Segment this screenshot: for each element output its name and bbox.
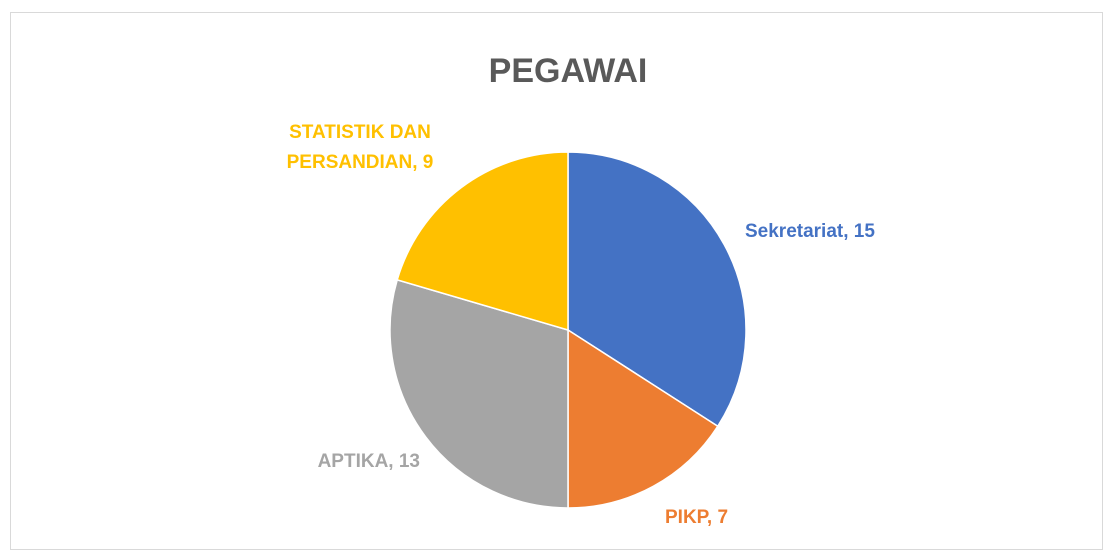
pie-slice — [567, 151, 747, 428]
label-line: PERSANDIAN, 9 — [287, 152, 434, 173]
data-label: PIKP, 7 — [665, 507, 728, 528]
pie-slice — [389, 278, 569, 509]
data-label: Sekretariat, 15 — [745, 221, 875, 242]
label-line: APTIKA, 13 — [318, 451, 420, 472]
chart-title: PEGAWAI — [489, 52, 648, 90]
pie-slice — [396, 151, 569, 332]
label-line: Sekretariat, 15 — [745, 221, 875, 242]
pie-slice — [567, 328, 719, 509]
label-line: STATISTIK DAN — [289, 122, 431, 143]
data-label: APTIKA, 13 — [318, 451, 420, 472]
data-label: STATISTIK DAN PERSANDIAN, 9 — [287, 122, 434, 173]
label-line: PIKP, 7 — [665, 507, 728, 528]
